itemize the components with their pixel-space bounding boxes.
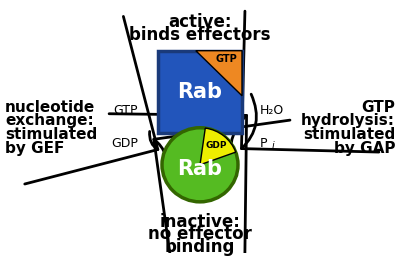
Text: GTP: GTP xyxy=(361,100,395,115)
Text: Rab: Rab xyxy=(178,159,222,179)
Text: by GEF: by GEF xyxy=(5,141,64,156)
FancyArrowPatch shape xyxy=(25,16,158,184)
Text: binds effectors: binds effectors xyxy=(129,26,271,44)
Text: GTP: GTP xyxy=(114,104,138,117)
Text: by GAP: by GAP xyxy=(334,141,395,156)
FancyBboxPatch shape xyxy=(158,51,242,133)
Text: inactive:: inactive: xyxy=(160,213,240,231)
Circle shape xyxy=(162,128,238,202)
Text: Rab: Rab xyxy=(178,82,222,102)
Text: active:: active: xyxy=(168,13,232,31)
Text: no effector: no effector xyxy=(148,225,252,243)
Text: stimulated: stimulated xyxy=(303,127,395,142)
Wedge shape xyxy=(200,128,236,165)
FancyArrowPatch shape xyxy=(154,120,290,259)
Text: P: P xyxy=(260,137,268,150)
Text: GTP: GTP xyxy=(216,54,238,64)
Text: stimulated: stimulated xyxy=(5,127,97,142)
Text: GDP: GDP xyxy=(111,137,138,150)
Text: binding: binding xyxy=(165,238,235,256)
Polygon shape xyxy=(196,51,242,96)
FancyArrowPatch shape xyxy=(242,11,379,152)
Text: GDP: GDP xyxy=(206,141,227,150)
Text: exchange:: exchange: xyxy=(5,113,94,128)
Text: i: i xyxy=(272,141,275,151)
Text: nucleotide: nucleotide xyxy=(5,100,95,115)
Text: H₂O: H₂O xyxy=(260,104,284,117)
Text: hydrolysis:: hydrolysis: xyxy=(301,113,395,128)
FancyArrowPatch shape xyxy=(109,114,246,253)
